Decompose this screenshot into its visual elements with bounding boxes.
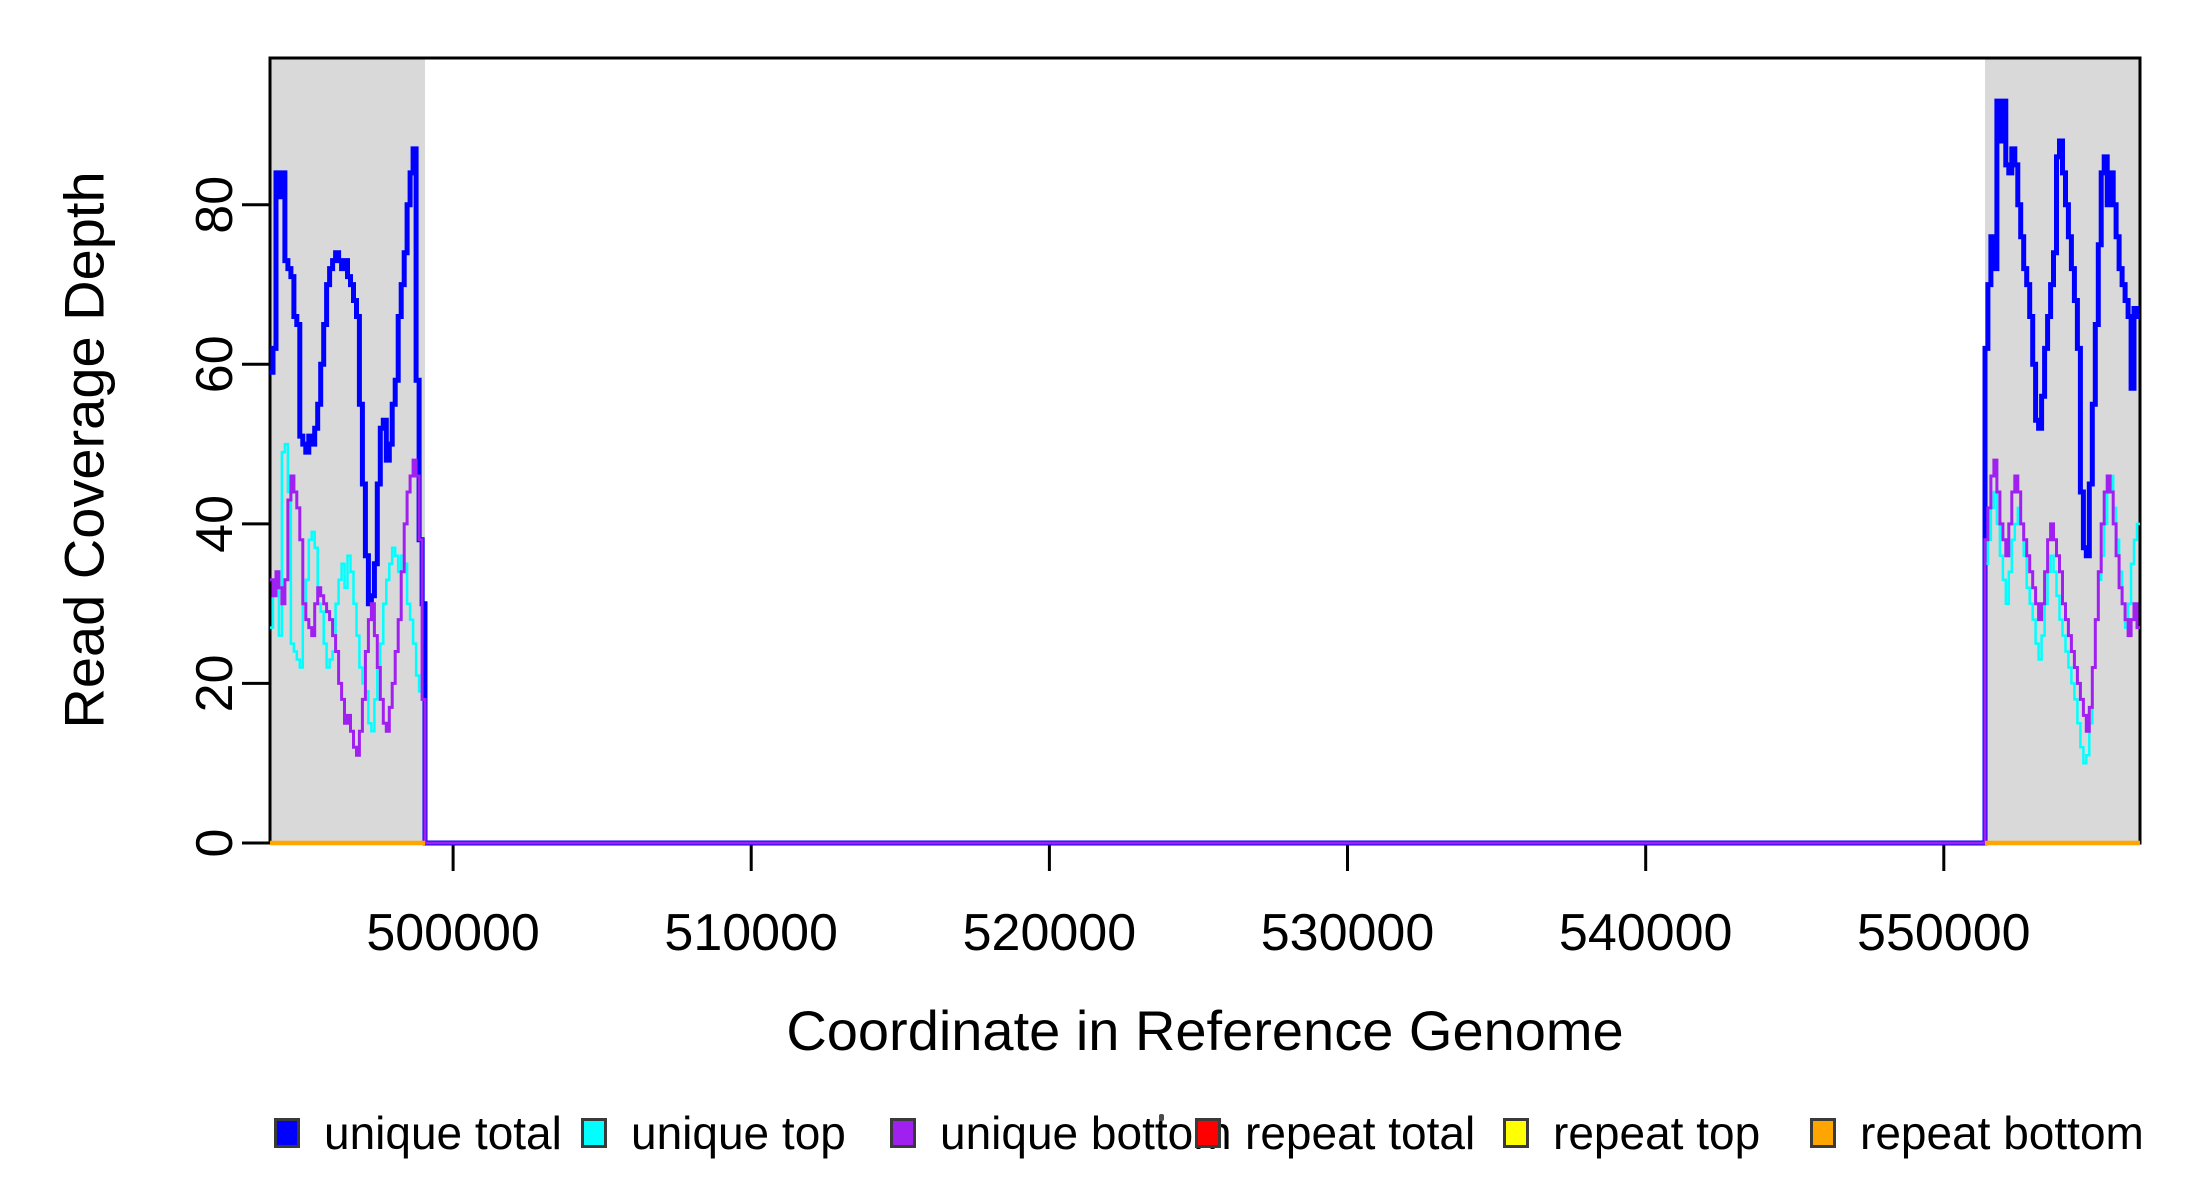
stray-mark bbox=[1159, 1114, 1164, 1121]
shaded-region-left-data-block bbox=[270, 58, 425, 843]
x-tick-label-530000: 530000 bbox=[1261, 904, 1435, 962]
x-axis-title: Coordinate in Reference Genome bbox=[786, 999, 1624, 1062]
y-tick-label-20: 20 bbox=[186, 654, 244, 712]
x-tick-label-520000: 520000 bbox=[963, 904, 1137, 962]
x-tick-label-550000: 550000 bbox=[1857, 904, 2031, 962]
series-unique-total-line bbox=[270, 98, 2140, 846]
y-tick-label-0: 0 bbox=[186, 829, 244, 858]
x-tick-label-510000: 510000 bbox=[664, 904, 838, 962]
series-group bbox=[270, 98, 2140, 846]
shaded-region-right-data-block bbox=[1985, 58, 2140, 843]
series-unique-bottom-line bbox=[270, 458, 2140, 845]
y-axis-title: Read Coverage Depth bbox=[52, 171, 116, 729]
plot-box bbox=[268, 56, 2142, 845]
x-tick-label-500000: 500000 bbox=[366, 904, 540, 962]
y-tick-label-60: 60 bbox=[186, 335, 244, 393]
series-unique-top-line bbox=[270, 442, 2140, 845]
x-tick-label-540000: 540000 bbox=[1559, 904, 1733, 962]
y-tick-label-80: 80 bbox=[186, 176, 244, 234]
y-tick-label-40: 40 bbox=[186, 495, 244, 553]
